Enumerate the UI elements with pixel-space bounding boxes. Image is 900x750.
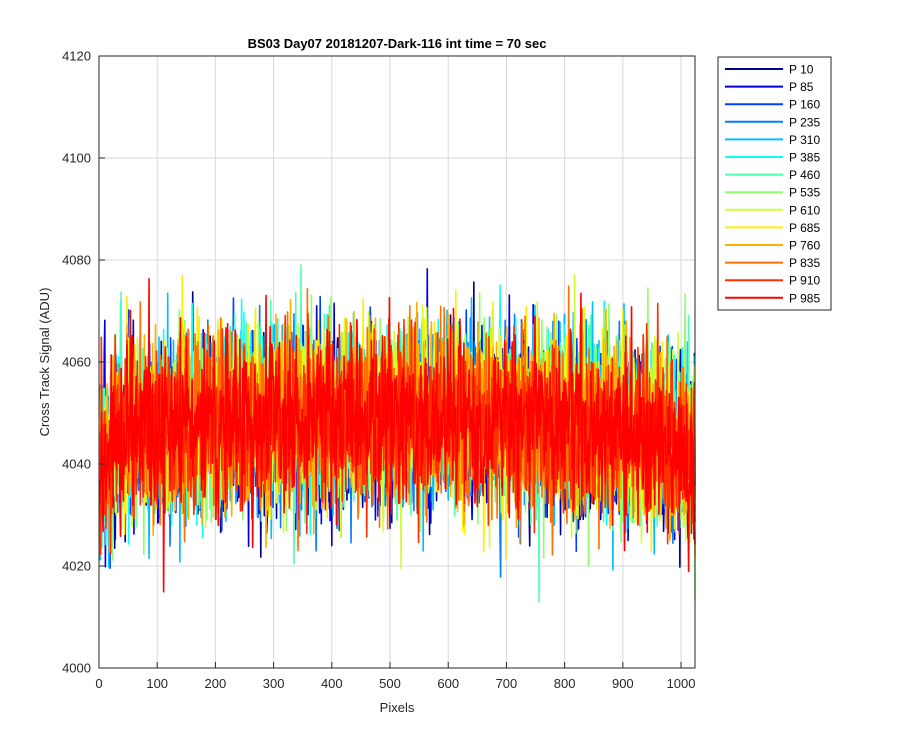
x-tick-label: 1000 xyxy=(667,676,696,691)
legend-entry-label: P 985 xyxy=(789,291,820,305)
x-tick-label: 200 xyxy=(205,676,227,691)
x-tick-label: 700 xyxy=(496,676,518,691)
x-tick-label: 400 xyxy=(321,676,343,691)
x-tick-label: 900 xyxy=(612,676,634,691)
legend-entry-label: P 85 xyxy=(789,80,814,94)
x-tick-label: 500 xyxy=(379,676,401,691)
legend-entry-label: P 235 xyxy=(789,115,820,129)
axis-ticks: 0 100 200 300 400 500 600 700 800 900 1000 4000 4020… xyxy=(62,49,695,692)
legend-box xyxy=(717,56,832,311)
legend-entry-label: P 610 xyxy=(789,203,820,217)
legend-entry-label: P 760 xyxy=(789,239,820,253)
legend-entry-label: P 835 xyxy=(789,256,820,270)
legend-entry-label: P 685 xyxy=(789,221,820,235)
legend: P 10 P 85 P 160 P 235 P 310 P 385 P 460 P 535 P … xyxy=(717,56,832,311)
x-tick-label: 0 xyxy=(95,676,102,691)
series-line xyxy=(98,277,696,593)
y-tick-label: 4100 xyxy=(62,151,91,166)
x-tick-label: 800 xyxy=(554,676,576,691)
x-tick-label: 100 xyxy=(146,676,168,691)
legend-entry-label: P 10 xyxy=(789,63,814,77)
y-tick-label: 4040 xyxy=(62,457,91,472)
x-tick-label: 300 xyxy=(263,676,285,691)
chart-title: BS03 Day07 20181207-Dark-116 int time = … xyxy=(248,36,547,51)
legend-entry-label: P 535 xyxy=(789,186,820,200)
y-tick-label: 4080 xyxy=(62,253,91,268)
x-tick-label: 600 xyxy=(437,676,459,691)
y-axis-label: Cross Track Signal (ADU) xyxy=(37,288,52,437)
x-axis-label: Pixels xyxy=(380,700,415,715)
legend-entry-label: P 310 xyxy=(789,133,820,147)
legend-entry-label: P 460 xyxy=(789,168,820,182)
y-tick-label: 4060 xyxy=(62,355,91,370)
legend-entry-label: P 385 xyxy=(789,151,820,165)
legend-entry-label: P 910 xyxy=(789,274,820,288)
y-tick-label: 4000 xyxy=(62,661,91,676)
y-tick-label: 4020 xyxy=(62,559,91,574)
series-layer xyxy=(98,264,696,603)
legend-entry-label: P 160 xyxy=(789,98,820,112)
y-tick-label: 4120 xyxy=(62,49,91,64)
